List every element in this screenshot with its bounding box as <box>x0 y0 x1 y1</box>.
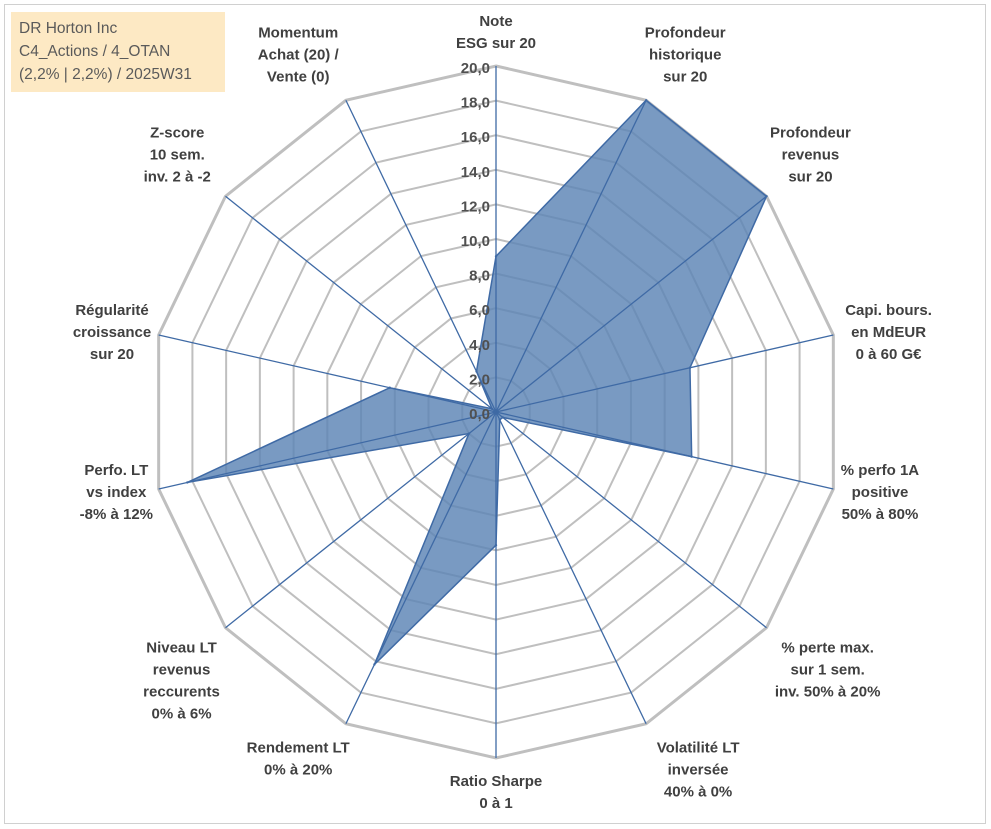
axis-label: Profondeur revenus sur 20 <box>770 125 851 186</box>
axis-label: Z-score 10 sem. inv. 2 à -2 <box>144 125 211 186</box>
axis-spoke <box>345 99 497 413</box>
info-title: DR Horton Inc <box>19 20 118 37</box>
axis-spoke <box>495 411 647 725</box>
axis-spoke <box>495 99 647 413</box>
axis-label: Capi. bours. en MdEUR 0 à 60 G€ <box>845 302 932 363</box>
axis-label: Note ESG sur 20 <box>456 13 536 52</box>
info-category: C4_Actions / 4_OTAN <box>19 43 171 60</box>
axis-label: Profondeur historique sur 20 <box>645 25 726 86</box>
axis-label: Niveau LT revenus reccurents 0% à 6% <box>143 639 220 722</box>
radial-tick-label: 10,0 <box>461 233 490 250</box>
info-box: DR Horton Inc C4_Actions / 4_OTAN (2,2% … <box>11 12 225 92</box>
radial-tick-label: 18,0 <box>461 95 490 112</box>
axis-label: Momentum Achat (20) / Vente (0) <box>258 25 340 86</box>
axis-spoke <box>225 411 497 629</box>
radial-tick-label: 0,0 <box>469 406 490 423</box>
axis-spoke <box>345 411 497 725</box>
radial-tick-label: 4,0 <box>469 337 490 354</box>
axis-label: Régularité croissance sur 20 <box>73 302 151 363</box>
axis-label: % perfo 1A positive 50% à 80% <box>841 462 920 523</box>
axis-label: Rendement LT 0% à 20% <box>247 739 350 778</box>
axis-label: % perte max. sur 1 sem. inv. 50% à 20% <box>775 639 881 700</box>
radial-tick-label: 12,0 <box>461 198 490 215</box>
radial-tick-label: 2,0 <box>469 371 490 388</box>
axis-spoke <box>158 334 497 413</box>
radial-tick-label: 14,0 <box>461 164 490 181</box>
axis-spoke <box>495 334 834 413</box>
axis-spoke <box>495 195 767 413</box>
axis-label: Perfo. LT vs index -8% à 12% <box>80 462 153 523</box>
axis-label: Volatilité LT inversée 40% à 0% <box>657 739 740 800</box>
axis-spoke <box>495 411 834 490</box>
axis-spoke <box>225 195 497 413</box>
radial-tick-label: 8,0 <box>469 268 490 285</box>
axis-spoke <box>495 411 767 629</box>
axis-label: Ratio Sharpe 0 à 1 <box>450 773 543 812</box>
radial-tick-label: 20,0 <box>461 60 490 77</box>
radial-tick-label: 16,0 <box>461 129 490 146</box>
info-details: (2,2% | 2,2%) / 2025W31 <box>19 66 192 83</box>
axis-spoke <box>158 411 497 490</box>
radial-tick-label: 6,0 <box>469 302 490 319</box>
